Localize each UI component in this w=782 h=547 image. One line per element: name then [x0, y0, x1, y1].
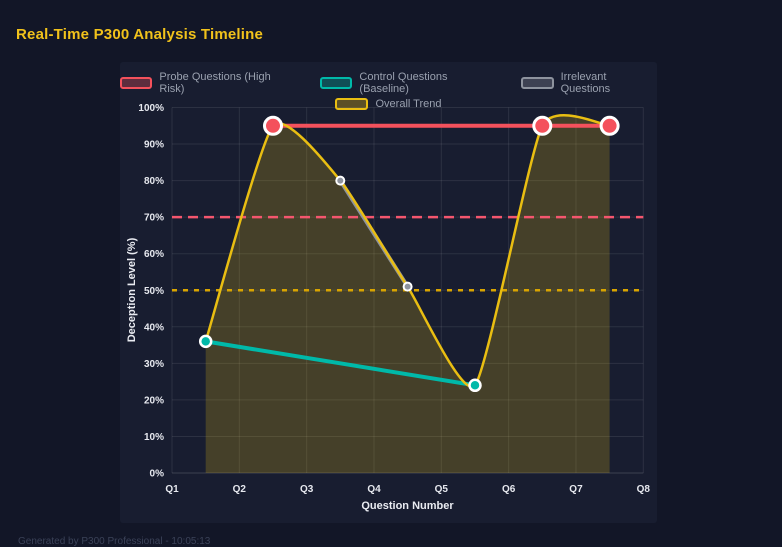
legend-swatch — [319, 77, 353, 89]
legend-item-probe-questions-high-risk[interactable]: Probe Questions (High Risk) — [120, 71, 296, 95]
x-axis-title: Question Number — [361, 500, 454, 512]
x-tick-label: Q4 — [367, 484, 381, 495]
y-tick-label: 30% — [144, 359, 164, 370]
x-tick-label: Q2 — [233, 484, 247, 495]
legend-row: Overall Trend — [335, 98, 442, 110]
y-tick-label: 100% — [138, 103, 164, 114]
legend-label: Irrelevant Questions — [560, 71, 611, 95]
x-tick-label: Q1 — [165, 484, 179, 495]
y-tick-label: 90% — [144, 140, 164, 151]
marker-irrelevant-questions-1[interactable] — [402, 281, 413, 292]
y-axis-title: Deception Level (%) — [126, 237, 138, 343]
x-tick-label: Q5 — [435, 484, 449, 495]
x-tick-label: Q3 — [300, 484, 314, 495]
marker-irrelevant-questions-0[interactable] — [335, 175, 346, 186]
footer-note: Generated by P300 Professional - 10:05:1… — [18, 536, 211, 547]
y-tick-label: 50% — [144, 286, 164, 297]
legend-label: Probe Questions (High Risk) — [159, 71, 271, 95]
legend-item-control-questions-baseline[interactable]: Control Questions (Baseline) — [319, 71, 497, 95]
y-tick-label: 40% — [144, 322, 164, 333]
x-tick-label: Q7 — [569, 484, 583, 495]
x-tick-label: Q6 — [502, 484, 516, 495]
legend-label: Control Questions (Baseline) — [359, 71, 448, 95]
y-tick-label: 10% — [144, 432, 164, 443]
y-tick-label: 80% — [144, 176, 164, 187]
trend-area-fill — [205, 115, 610, 473]
marker-probe-questions-high-risk-1[interactable] — [532, 115, 553, 136]
y-tick-label: 20% — [144, 395, 164, 406]
series-line-control-questions-baseline — [203, 339, 477, 388]
x-tick-label: Q8 — [637, 484, 651, 495]
legend-swatch — [335, 98, 369, 110]
chart-svg: 0% 10% 20% 30% 40% 50% 60% 70% 80% 90% 100% Q1 Q2 Q3 Q… — [138, 103, 651, 495]
legend-swatch — [521, 77, 554, 89]
marker-control-questions-baseline-1[interactable] — [468, 378, 482, 393]
y-tick-label: 60% — [144, 249, 164, 260]
y-tick-label: 70% — [144, 213, 164, 224]
y-tick-label: 0% — [150, 469, 165, 480]
legend-item-irrelevant-questions[interactable]: Irrelevant Questions — [521, 71, 657, 95]
legend-item-overall-trend[interactable]: Overall Trend — [335, 98, 442, 110]
legend-swatch — [120, 77, 153, 89]
chart-legend: Probe Questions (High Risk) Control Quest… — [120, 71, 657, 110]
legend-label: Overall Trend — [375, 98, 442, 110]
chart-card: Probe Questions (High Risk) Control Quest… — [120, 62, 657, 523]
legend-row: Probe Questions (High Risk) Control Quest… — [120, 71, 657, 95]
page-title: Real-Time P300 Analysis Timeline — [16, 26, 264, 43]
marker-probe-questions-high-risk-2[interactable] — [599, 115, 620, 136]
marker-control-questions-baseline-0[interactable] — [198, 334, 213, 349]
marker-probe-questions-high-risk-0[interactable] — [263, 115, 283, 136]
